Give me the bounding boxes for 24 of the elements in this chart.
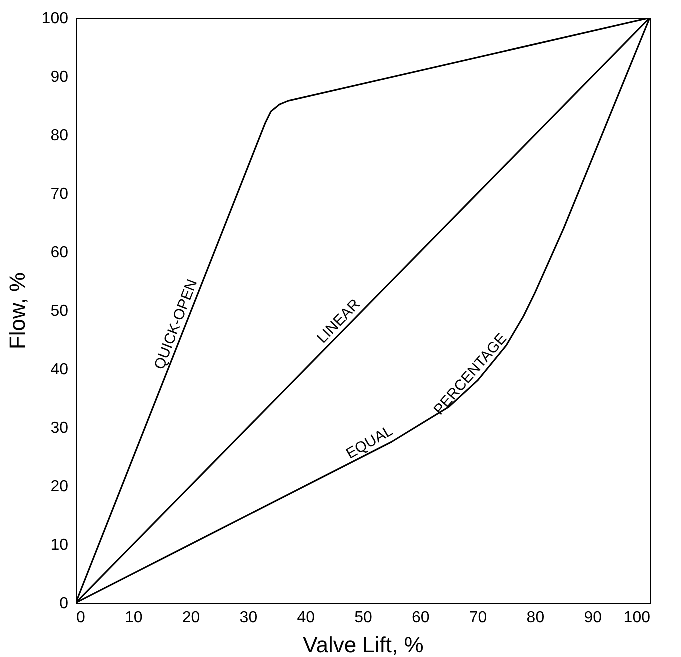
x-tick-label: 0: [76, 610, 86, 626]
y-tick-label: 20: [50, 478, 69, 496]
y-tick-label: 30: [50, 420, 69, 437]
x-tick-label: 80: [526, 610, 545, 626]
x-tick-label: 40: [297, 610, 316, 626]
y-axis-title: Flow, %: [4, 272, 30, 350]
y-tick-label: 80: [50, 128, 69, 144]
x-tick-label: 50: [354, 610, 372, 626]
y-tick-label: 100: [42, 10, 69, 28]
x-tick-label: 90: [584, 610, 602, 626]
x-tick-label: 100: [624, 610, 651, 626]
x-tick-label: 60: [412, 610, 430, 626]
x-tick-label: 20: [182, 610, 200, 626]
y-tick-label: 50: [50, 303, 69, 320]
y-tick-label: 40: [50, 362, 69, 378]
x-axis-title: Valve Lift, %: [303, 632, 424, 657]
y-tick-label: 70: [50, 186, 69, 203]
y-tick-label: 10: [50, 537, 69, 554]
x-tick-label: 70: [469, 610, 488, 626]
y-tick-label: 0: [60, 596, 69, 612]
y-tick-label: 90: [50, 69, 69, 86]
x-tick-label: 30: [240, 610, 258, 626]
x-tick-label: 10: [125, 610, 143, 626]
y-tick-label: 60: [50, 244, 69, 262]
